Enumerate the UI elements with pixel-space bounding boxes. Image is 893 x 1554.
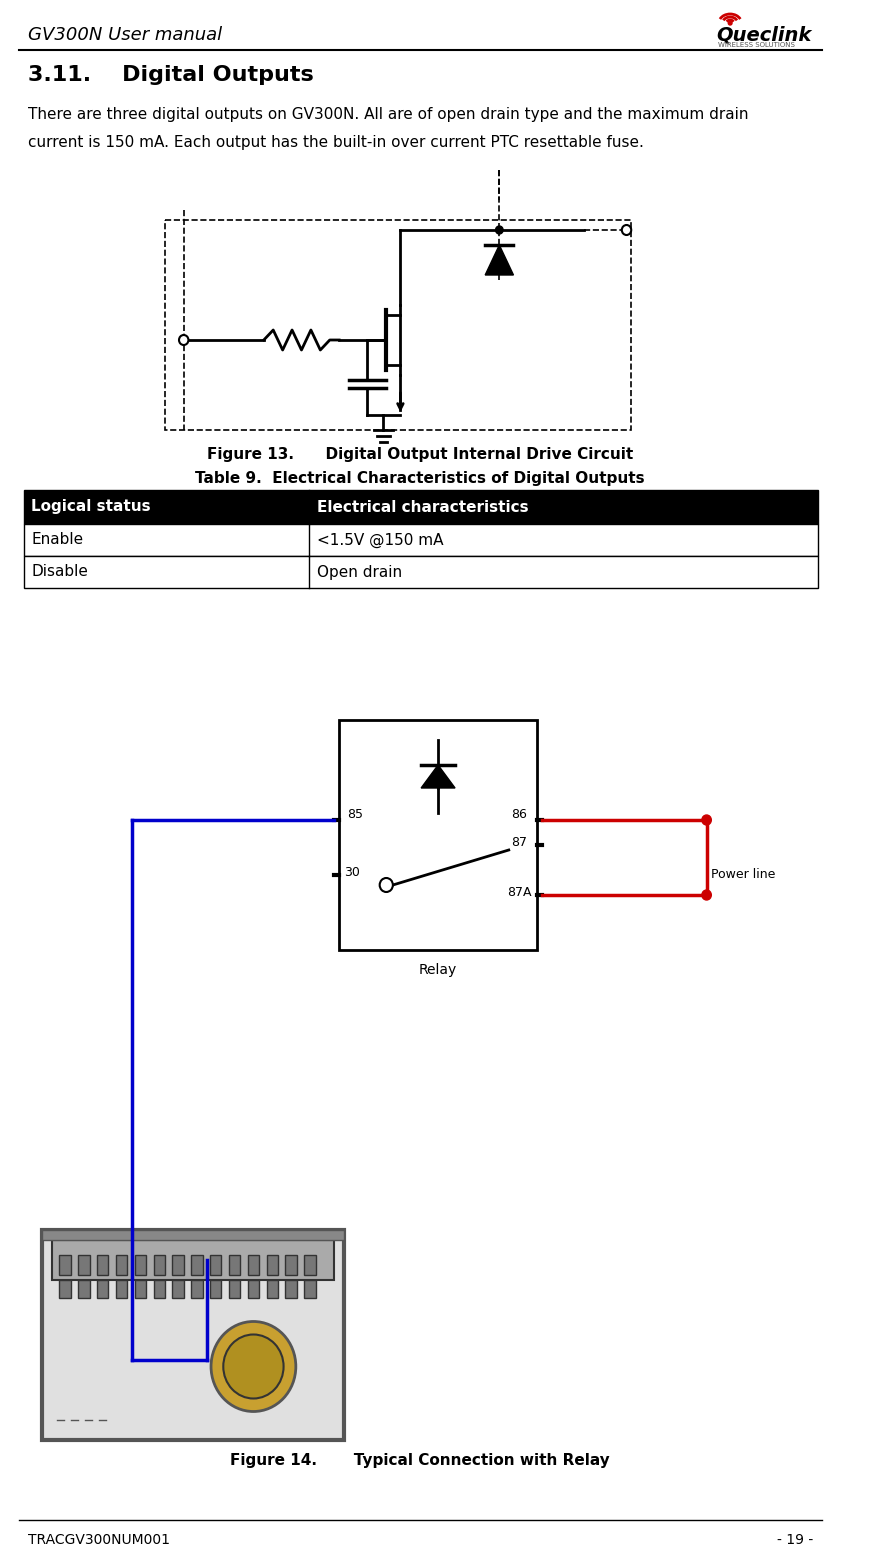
Text: There are three digital outputs on GV300N. All are of open drain type and the ma: There are three digital outputs on GV300… [29,107,748,123]
Text: Table 9.  Electrical Characteristics of Digital Outputs: Table 9. Electrical Characteristics of D… [196,471,645,485]
FancyBboxPatch shape [154,1256,165,1274]
FancyBboxPatch shape [247,1280,259,1298]
FancyBboxPatch shape [52,1240,335,1280]
FancyBboxPatch shape [172,1280,184,1298]
Circle shape [702,814,712,825]
Text: Open drain: Open drain [317,564,402,580]
FancyBboxPatch shape [267,1280,278,1298]
Circle shape [223,1335,284,1399]
Text: Queclink: Queclink [716,25,812,45]
FancyBboxPatch shape [191,1280,203,1298]
FancyBboxPatch shape [267,1256,278,1274]
FancyBboxPatch shape [42,1231,344,1240]
FancyBboxPatch shape [305,1256,315,1274]
Text: 87A: 87A [507,886,531,898]
FancyBboxPatch shape [172,1256,184,1274]
Circle shape [179,336,188,345]
FancyBboxPatch shape [286,1256,296,1274]
Text: WIRELESS SOLUTIONS: WIRELESS SOLUTIONS [718,42,795,48]
Text: <1.5V @150 mA: <1.5V @150 mA [317,533,444,547]
FancyBboxPatch shape [23,556,818,587]
FancyBboxPatch shape [23,490,818,524]
FancyBboxPatch shape [339,720,537,949]
FancyBboxPatch shape [191,1256,203,1274]
FancyBboxPatch shape [210,1280,221,1298]
FancyBboxPatch shape [79,1280,89,1298]
FancyBboxPatch shape [116,1280,127,1298]
Circle shape [729,22,732,25]
Circle shape [211,1321,296,1411]
Text: Figure 14.       Typical Connection with Relay: Figure 14. Typical Connection with Relay [230,1453,610,1467]
Text: TRACGV300NUM001: TRACGV300NUM001 [29,1532,171,1546]
Text: 86: 86 [511,808,527,822]
Text: Electrical characteristics: Electrical characteristics [317,499,529,514]
Text: GV300N User manual: GV300N User manual [29,26,222,44]
FancyBboxPatch shape [135,1256,146,1274]
FancyBboxPatch shape [305,1280,315,1298]
Text: 87: 87 [511,836,527,848]
FancyBboxPatch shape [154,1280,165,1298]
FancyBboxPatch shape [59,1280,71,1298]
Circle shape [496,225,503,235]
Text: current is 150 mA. Each output has the built-in over current PTC resettable fuse: current is 150 mA. Each output has the b… [29,135,644,151]
FancyBboxPatch shape [229,1280,240,1298]
Text: Figure 13.      Digital Output Internal Drive Circuit: Figure 13. Digital Output Internal Drive… [207,448,633,463]
FancyBboxPatch shape [247,1256,259,1274]
FancyBboxPatch shape [116,1256,127,1274]
FancyBboxPatch shape [229,1256,240,1274]
FancyBboxPatch shape [42,1231,344,1441]
Text: Relay: Relay [419,963,457,977]
Text: Disable: Disable [31,564,88,580]
Circle shape [702,890,712,900]
Polygon shape [421,765,455,788]
FancyBboxPatch shape [79,1256,89,1274]
Text: 30: 30 [344,866,360,878]
Text: - 19 -: - 19 - [777,1532,813,1546]
Text: Logical status: Logical status [31,499,151,514]
FancyBboxPatch shape [23,524,818,556]
Text: Enable: Enable [31,533,83,547]
FancyBboxPatch shape [59,1256,71,1274]
FancyBboxPatch shape [97,1256,108,1274]
Circle shape [622,225,631,235]
Text: Power line: Power line [712,869,776,881]
FancyBboxPatch shape [135,1280,146,1298]
Circle shape [380,878,393,892]
FancyBboxPatch shape [210,1256,221,1274]
Text: 85: 85 [346,808,363,822]
Polygon shape [485,246,513,275]
Text: 3.11.    Digital Outputs: 3.11. Digital Outputs [29,65,314,85]
FancyBboxPatch shape [286,1280,296,1298]
FancyBboxPatch shape [97,1280,108,1298]
